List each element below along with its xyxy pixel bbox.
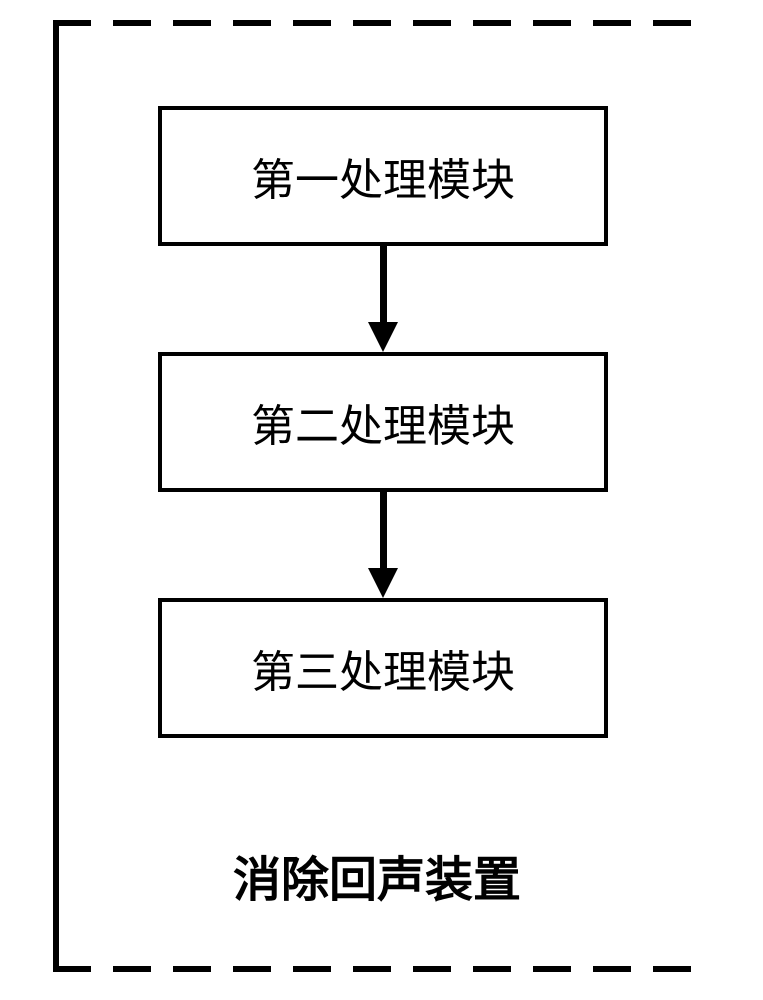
arrow-2 [368, 492, 398, 598]
arrow-head-2 [368, 568, 398, 601]
module-box-2: 第二处理模块 [158, 352, 608, 492]
module-label-3: 第三处理模块 [251, 636, 515, 700]
arrow-line-2 [380, 492, 387, 568]
module-box-1: 第一处理模块 [158, 106, 608, 246]
arrow-1 [368, 246, 398, 352]
module-box-3: 第三处理模块 [158, 598, 608, 738]
module-label-1: 第一处理模块 [251, 144, 515, 208]
diagram-title: 消除回声装置 [233, 840, 521, 910]
arrow-head-1 [368, 322, 398, 355]
module-label-2: 第二处理模块 [251, 390, 515, 454]
arrow-line-1 [380, 246, 387, 322]
